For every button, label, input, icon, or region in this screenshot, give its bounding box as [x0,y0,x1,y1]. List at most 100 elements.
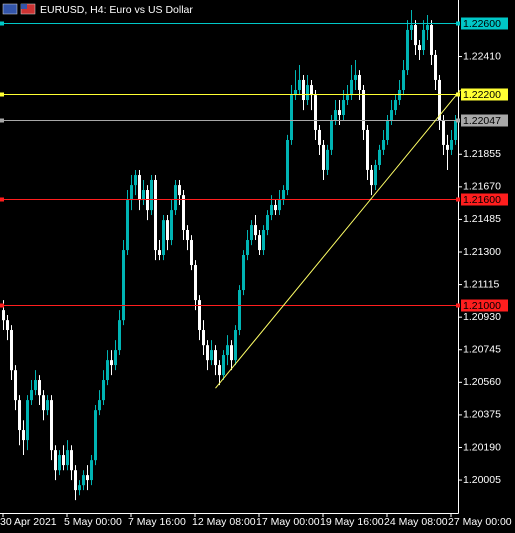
level-label: 1.22047 [463,115,501,127]
level-marker-left [0,197,4,202]
candle-body [238,290,241,331]
candle-body [98,400,101,411]
candle-body [190,240,193,266]
candle-body [50,400,53,451]
candle-body [442,120,445,145]
flag-us-canton [21,4,27,9]
candle-body [242,255,245,291]
x-tick-label: 27 May 00:00 [448,516,512,528]
candle-body [138,175,141,201]
level-marker-left [0,303,4,308]
x-tick-label: 7 May 16:00 [128,516,186,528]
candle-body [386,120,389,141]
candle-body [2,310,5,321]
candle-body [178,185,181,196]
trend-line [215,89,461,389]
candle-body [198,300,201,331]
candle-body [210,350,213,361]
candle-body [166,220,169,241]
y-tick-label: 1.20930 [463,311,501,323]
candle-body [410,25,413,30]
candle-body [414,25,417,46]
level-marker-right [456,118,460,123]
candle-body [102,380,105,401]
candle-body [10,330,13,371]
candle-body [330,120,333,150]
candle-body [114,350,117,366]
candle-body [310,85,313,96]
candle-body [78,485,81,491]
candle-body [434,54,437,80]
candle-body [438,79,441,121]
level-marker-left [0,21,4,26]
y-tick-label: 1.21300 [463,246,501,258]
x-tick-label: 5 May 00:00 [64,516,122,528]
candle-body [150,179,153,211]
level-marker-right [456,197,460,202]
x-tick-label: 19 May 16:00 [320,516,384,528]
level-marker-right [456,303,460,308]
level-label: 1.21000 [463,300,501,312]
candle-body [30,390,33,401]
candle-body [34,380,37,391]
level-label-box [461,114,508,127]
candle-body [54,450,57,471]
candle-body [278,200,281,211]
level-label-box [461,193,508,206]
y-tick-label: 1.20560 [463,376,501,388]
candle-body [186,229,189,241]
candle-body [82,475,85,486]
candle-body [230,345,233,361]
candle-body [58,455,61,471]
candle-body [38,380,41,396]
candle-body [382,140,385,150]
candle-body [258,235,261,251]
level-label: 1.21600 [463,194,501,206]
x-tick-label: 30 Apr 2021 [0,516,57,528]
candle-body [130,185,133,201]
candle-body [226,345,229,356]
candle-body [262,229,265,251]
candle-body [426,25,429,30]
level-marker-right [456,92,460,97]
y-tick-label: 1.21670 [463,181,501,193]
level-marker-right [456,21,460,26]
candle-body [66,450,69,466]
candle-body [126,200,129,251]
candle-body [14,370,17,401]
candle-body [358,75,361,90]
candle-body [86,475,89,481]
candle-body [110,360,113,366]
candle-body [254,225,257,236]
candle-body [294,89,297,96]
candle-body [326,149,329,170]
candle-body [286,140,289,191]
candle-body [350,79,353,96]
candle-body [446,144,449,150]
candle-body [106,360,109,381]
candle-body [374,165,377,186]
candle-body [62,455,65,466]
candle-body [342,100,345,115]
candle-body [390,110,393,121]
candle-body [118,320,121,351]
candle-body [122,250,125,321]
candle-body [222,355,225,376]
candle-body [74,470,77,491]
y-tick-label: 1.22410 [463,50,501,62]
candle-body [282,190,285,201]
candle-body [90,460,93,481]
candle-body [94,410,97,461]
candle-body [246,240,249,256]
candle-body [454,120,457,141]
level-label: 1.22600 [463,18,501,30]
candle-body [154,179,157,251]
y-tick-label: 1.21855 [463,148,501,160]
candle-body [142,190,145,201]
candle-body [274,204,277,211]
candle-body [162,220,165,256]
y-tick-label: 1.20005 [463,474,501,486]
candle-body [366,129,369,170]
candle-body [290,95,293,141]
